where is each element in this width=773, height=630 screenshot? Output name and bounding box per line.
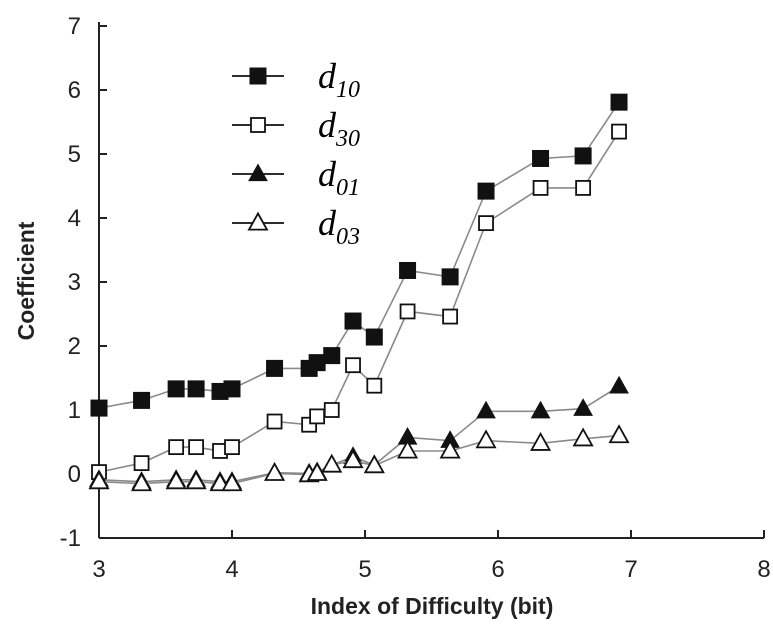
legend-item: d10 — [232, 56, 360, 103]
legend-symbol: d — [318, 105, 337, 145]
data-point — [365, 328, 383, 346]
data-point — [530, 400, 551, 419]
legend-marker — [248, 163, 268, 182]
legend-label: d10 — [318, 56, 360, 103]
data-point — [131, 472, 153, 492]
data-point — [309, 408, 326, 425]
series-03 — [88, 424, 630, 492]
legend-marker — [249, 67, 267, 85]
data-point — [345, 357, 361, 374]
data-point — [532, 180, 549, 196]
data-point — [442, 308, 459, 325]
legend-item: d03 — [232, 203, 360, 250]
legend-label: d30 — [318, 105, 360, 152]
data-point — [188, 439, 204, 456]
y-tick-label: 1 — [68, 397, 81, 424]
data-point — [573, 398, 593, 416]
data-point — [224, 439, 240, 456]
y-tick-label: 4 — [68, 205, 81, 232]
data-point — [439, 439, 461, 459]
data-point — [90, 399, 108, 417]
data-point — [223, 380, 241, 398]
x-tick-label: 8 — [757, 556, 770, 583]
data-point — [133, 455, 150, 472]
x-tick-label: 5 — [358, 556, 371, 583]
data-point — [221, 472, 243, 492]
x-tick-label: 6 — [491, 556, 504, 583]
data-point — [344, 312, 362, 330]
data-point — [323, 402, 340, 418]
legend-label: d01 — [318, 154, 360, 201]
data-point — [399, 303, 416, 320]
y-tick-label: 6 — [68, 77, 81, 104]
legend-symbol: d — [318, 203, 337, 243]
data-point — [366, 377, 383, 394]
x-tick-label: 4 — [225, 556, 238, 583]
data-point — [611, 123, 627, 140]
legend-subscript: 10 — [336, 77, 360, 103]
data-point — [168, 439, 185, 456]
data-point — [574, 147, 592, 165]
data-point — [475, 429, 497, 449]
legend-item: d30 — [232, 105, 360, 152]
y-tick-label: -1 — [60, 525, 81, 552]
data-point — [264, 462, 286, 481]
legend-symbol: d — [318, 154, 337, 194]
y-tick-label: 0 — [68, 461, 81, 488]
data-point — [321, 453, 343, 473]
legend-subscript: 30 — [335, 126, 360, 152]
y-tick-label: 3 — [68, 269, 81, 296]
y-tick-label: 2 — [68, 333, 81, 360]
data-point — [397, 439, 419, 459]
x-tick-label: 3 — [92, 556, 105, 583]
legend-marker — [247, 211, 269, 231]
legend-subscript: 01 — [336, 175, 360, 201]
data-point — [342, 449, 364, 469]
data-point — [308, 354, 326, 372]
legend-label: d03 — [318, 203, 360, 250]
data-point — [266, 413, 283, 430]
plot-area — [88, 93, 630, 492]
x-tick-label: 7 — [624, 556, 637, 583]
data-point — [441, 268, 459, 286]
data-point — [363, 454, 385, 474]
data-point — [88, 470, 110, 490]
data-point — [266, 359, 284, 377]
data-point — [185, 470, 207, 490]
series-10 — [90, 93, 628, 417]
data-point — [165, 470, 187, 490]
data-point — [477, 182, 495, 200]
y-tick-label: 7 — [68, 13, 81, 40]
data-point — [575, 180, 592, 196]
data-point — [187, 380, 205, 398]
data-point — [530, 431, 552, 451]
data-point — [610, 93, 628, 111]
data-point — [608, 424, 630, 444]
y-tick-label: 5 — [68, 141, 81, 168]
legend-marker — [250, 117, 266, 133]
legend-item: d01 — [232, 154, 360, 201]
data-point — [133, 391, 151, 409]
data-point — [167, 380, 185, 398]
data-point — [476, 400, 496, 419]
data-point — [399, 261, 417, 279]
legend-symbol: d — [318, 56, 337, 96]
data-point — [323, 347, 341, 365]
data-point — [609, 375, 629, 394]
data-point — [478, 215, 494, 232]
data-point — [572, 427, 594, 447]
x-axis-title: Index of Difficulty (bit) — [311, 593, 554, 619]
data-point — [532, 149, 550, 167]
legend-subscript: 03 — [336, 224, 360, 250]
y-axis-title: Coefficient — [13, 221, 39, 340]
